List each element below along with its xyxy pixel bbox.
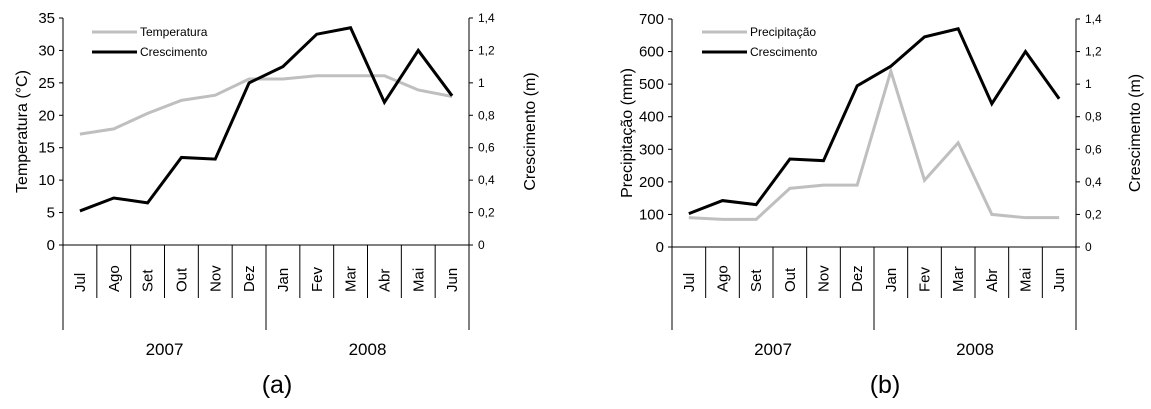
series-line-crescimento bbox=[79, 26, 454, 213]
x-tick-label: Mar bbox=[343, 266, 360, 292]
y-tick-label-right: 1,4 bbox=[1085, 12, 1102, 26]
y-tick-label-right: 1 bbox=[1085, 77, 1092, 91]
x-tick-label: Jun bbox=[1051, 268, 1068, 292]
y-tick-label-left: 10 bbox=[38, 172, 55, 189]
y-tick-label-right: 0,4 bbox=[478, 173, 495, 187]
x-tick-label: Set bbox=[748, 269, 765, 292]
y-tick-label-right: 0 bbox=[1085, 240, 1092, 254]
x-tick-label: Jan bbox=[275, 268, 292, 292]
y-tick-label-left: 25 bbox=[38, 75, 55, 92]
series-line-temperatura bbox=[79, 74, 453, 136]
x-tick-label: Ago bbox=[106, 265, 123, 292]
x-tick-label: Jul bbox=[681, 273, 698, 292]
y-tick-label-right: 0,4 bbox=[1085, 175, 1102, 189]
y-tick-label-left: 30 bbox=[38, 42, 55, 59]
y-axis-title-right: Crescimento (m) bbox=[1127, 74, 1144, 192]
series-line-precipitação bbox=[688, 65, 1060, 221]
y-axis-title-right: Crescimento (m) bbox=[522, 72, 539, 190]
y-tick-label-left: 400 bbox=[639, 109, 664, 126]
y-tick-label-right: 0,2 bbox=[478, 206, 495, 220]
x-tick-label: Jul bbox=[72, 273, 89, 292]
x-tick-label: Dez bbox=[241, 265, 258, 292]
y-tick-label-left: 100 bbox=[639, 206, 664, 223]
y-tick-label-right: 1 bbox=[478, 76, 485, 90]
y-tick-label-right: 0,6 bbox=[1085, 142, 1102, 156]
y-tick-label-left: 500 bbox=[639, 76, 664, 93]
x-tick-label: Fev bbox=[917, 266, 934, 292]
y-tick-label-left: 200 bbox=[639, 174, 664, 191]
x-tick-label: Nov bbox=[816, 265, 833, 292]
legend-label: Crescimento bbox=[140, 45, 208, 59]
y-tick-label-left: 300 bbox=[639, 141, 664, 158]
y-tick-label-left: 600 bbox=[639, 44, 664, 61]
year-label: 2007 bbox=[146, 340, 184, 359]
y-tick-label-left: 20 bbox=[38, 107, 55, 124]
legend-label: Crescimento bbox=[750, 45, 818, 59]
x-tick-label: Set bbox=[140, 269, 157, 292]
legend-label: Precipitação bbox=[750, 25, 816, 39]
year-label: 2007 bbox=[754, 340, 792, 359]
x-tick-label: Out bbox=[782, 267, 799, 292]
chart-caption: (b) bbox=[870, 371, 901, 399]
y-tick-label-right: 0,6 bbox=[478, 141, 495, 155]
x-tick-label: Dez bbox=[849, 265, 866, 292]
legend-label: Temperatura bbox=[140, 25, 208, 39]
y-axis-title-left: Precipitação (mm) bbox=[619, 68, 636, 198]
chart-panel-a: 0 5 10 15 20 25 30 35 0 0,2 0,4 0,6 0,8 1 1,2 1,4 Jul Ago… bbox=[14, 10, 539, 399]
series-line-crescimento bbox=[688, 27, 1061, 216]
year-label: 2008 bbox=[349, 340, 387, 359]
y-tick-label-left: 5 bbox=[47, 205, 55, 222]
x-tick-label: Jan bbox=[883, 268, 900, 292]
chart-caption: (a) bbox=[262, 371, 293, 399]
y-tick-label-right: 1,4 bbox=[478, 11, 495, 25]
y-tick-label-left: 700 bbox=[639, 11, 664, 28]
x-tick-label: Abr bbox=[376, 269, 393, 292]
x-tick-label: Fev bbox=[309, 266, 326, 292]
x-tick-label: Jun bbox=[444, 268, 461, 292]
x-tick-label: Ago bbox=[715, 265, 732, 292]
x-tick-label: Abr bbox=[984, 269, 1001, 292]
y-tick-label-left: 15 bbox=[38, 140, 55, 157]
y-tick-label-right: 0,2 bbox=[1085, 207, 1102, 221]
y-tick-label-left: 0 bbox=[47, 237, 55, 254]
y-axis-title-left: Temperatura (°C) bbox=[14, 70, 31, 193]
y-tick-label-right: 0,8 bbox=[1085, 110, 1102, 124]
x-tick-label: Mai bbox=[1018, 268, 1035, 292]
y-tick-label-left: 0 bbox=[656, 239, 664, 256]
y-tick-label-right: 1,2 bbox=[478, 43, 495, 57]
y-tick-label-right: 1,2 bbox=[1085, 45, 1102, 59]
y-tick-label-left: 35 bbox=[38, 10, 55, 27]
x-tick-label: Mai bbox=[410, 268, 427, 292]
x-tick-label: Out bbox=[173, 267, 190, 292]
x-tick-label: Nov bbox=[207, 265, 224, 292]
y-tick-label-right: 0 bbox=[478, 238, 485, 252]
chart-panel-b: 0 100 200 300 400 500 600 700 0 0,2 0,4 0,6 0,8 1 1,2 1… bbox=[619, 11, 1144, 399]
year-label: 2008 bbox=[956, 340, 994, 359]
y-tick-label-right: 0,8 bbox=[478, 108, 495, 122]
x-tick-label: Mar bbox=[950, 266, 967, 292]
